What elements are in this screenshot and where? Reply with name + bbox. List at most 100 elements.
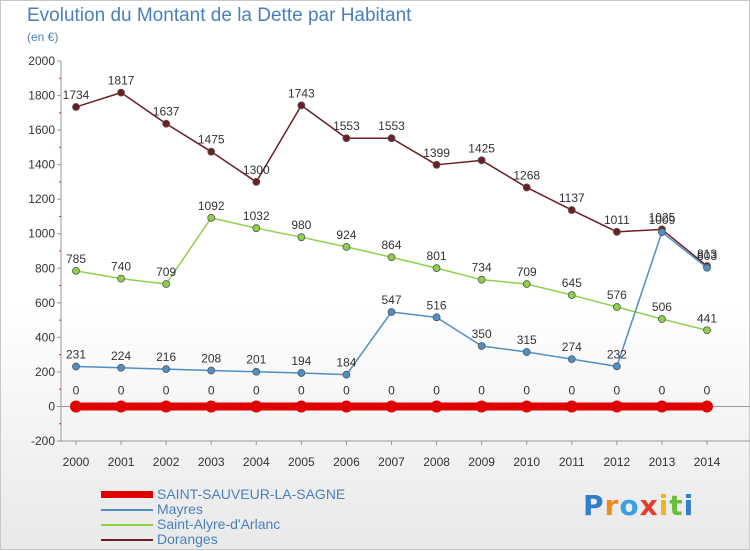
data-point [567,355,576,364]
data-label: 0 [298,383,305,397]
data-point [117,274,125,283]
data-label: 1425 [468,141,495,155]
x-tick-label: 2012 [604,455,631,469]
data-point [72,266,80,275]
data-label: 506 [652,300,672,314]
data-point [72,362,80,371]
data-label: 0 [163,383,170,397]
data-point [207,147,216,156]
legend-item: Doranges [101,532,345,547]
x-tick-label: 2010 [513,455,540,469]
data-point [658,315,666,323]
data-label: 1734 [63,88,90,102]
data-label: 201 [246,353,266,367]
data-point [250,400,263,413]
data-point [430,400,443,413]
y-tick-label: 200 [35,365,55,379]
data-label: 1637 [153,105,180,119]
data-point [477,275,486,284]
y-tick-label: 2000 [28,54,55,68]
legend-swatch [101,509,153,511]
chart-title: Evolution du Montant de la Dette par Hab… [27,5,412,26]
data-label: 0 [433,383,440,397]
y-tick-label: 800 [35,261,55,275]
data-point [387,253,396,262]
x-tick-label: 2000 [63,455,90,469]
data-label: 274 [562,340,582,354]
data-label: 813 [697,247,717,261]
chart-legend: SAINT-SAUVEUR-LA-SAGNE Mayres Saint-Alyre-… [101,487,345,547]
data-point [252,224,261,233]
data-label: 1553 [333,119,360,133]
y-tick-label: -200 [31,434,55,448]
legend-swatch [101,491,153,498]
x-tick-label: 2011 [559,455,585,469]
data-point [117,88,125,97]
data-label: 0 [614,383,621,397]
data-label: 1475 [198,133,225,147]
data-label: 801 [427,249,447,263]
data-point [72,103,80,111]
data-point [115,400,128,413]
data-label: 1268 [513,168,540,182]
data-label: 516 [427,298,447,312]
data-point [475,400,488,413]
x-tick-label: 2002 [153,455,180,469]
data-point [342,134,351,143]
data-label: 645 [562,276,582,290]
data-point [567,291,576,299]
data-point [610,400,623,413]
data-point [477,342,486,350]
logo-letter: i [658,489,670,522]
data-point [160,400,173,413]
data-point [432,313,441,322]
data-label: 232 [607,347,627,361]
legend-swatch [101,524,153,526]
data-point [477,156,486,165]
data-point [612,303,621,311]
data-label: 0 [659,383,666,397]
data-label: 194 [291,354,311,368]
data-label: 0 [478,383,485,397]
y-tick-label: 1800 [28,89,55,103]
data-label: 1009 [649,213,676,227]
data-point [342,370,351,379]
data-label: 184 [336,356,356,370]
data-point [612,362,621,371]
data-point [205,400,218,413]
y-tick-label: 400 [35,330,55,344]
logo-letter: i [683,489,695,522]
x-tick-label: 2014 [694,455,721,469]
data-label: 0 [568,383,575,397]
data-point [70,400,82,413]
logo-letter: t [669,489,684,522]
data-point [297,233,306,242]
x-tick-label: 2006 [333,455,360,469]
legend-item: Mayres [101,502,345,517]
y-tick-label: 1400 [28,158,55,172]
data-label: 315 [517,333,537,347]
data-point [342,242,351,251]
y-tick-label: 600 [35,296,55,310]
data-label: 441 [697,311,717,325]
x-tick-label: 2005 [288,455,315,469]
legend-item: Saint-Alyre-d'Arlanc [101,517,345,532]
data-label: 224 [111,349,131,363]
x-tick-label: 2001 [108,455,135,469]
data-point [703,326,711,335]
data-point [252,178,261,186]
data-point [522,183,531,192]
legend-label: SAINT-SAUVEUR-LA-SAGNE [157,486,346,502]
logo-letter: P [583,489,605,522]
data-label: 734 [472,261,492,275]
data-label: 0 [118,383,125,397]
data-label: 864 [381,238,401,252]
x-tick-label: 2007 [378,455,405,469]
data-label: 1137 [559,191,585,205]
data-point [385,400,398,413]
data-label: 709 [156,265,176,279]
chart-unit: (en €) [27,30,59,44]
data-point [162,280,171,288]
legend-item: SAINT-SAUVEUR-LA-SAGNE [101,487,345,502]
